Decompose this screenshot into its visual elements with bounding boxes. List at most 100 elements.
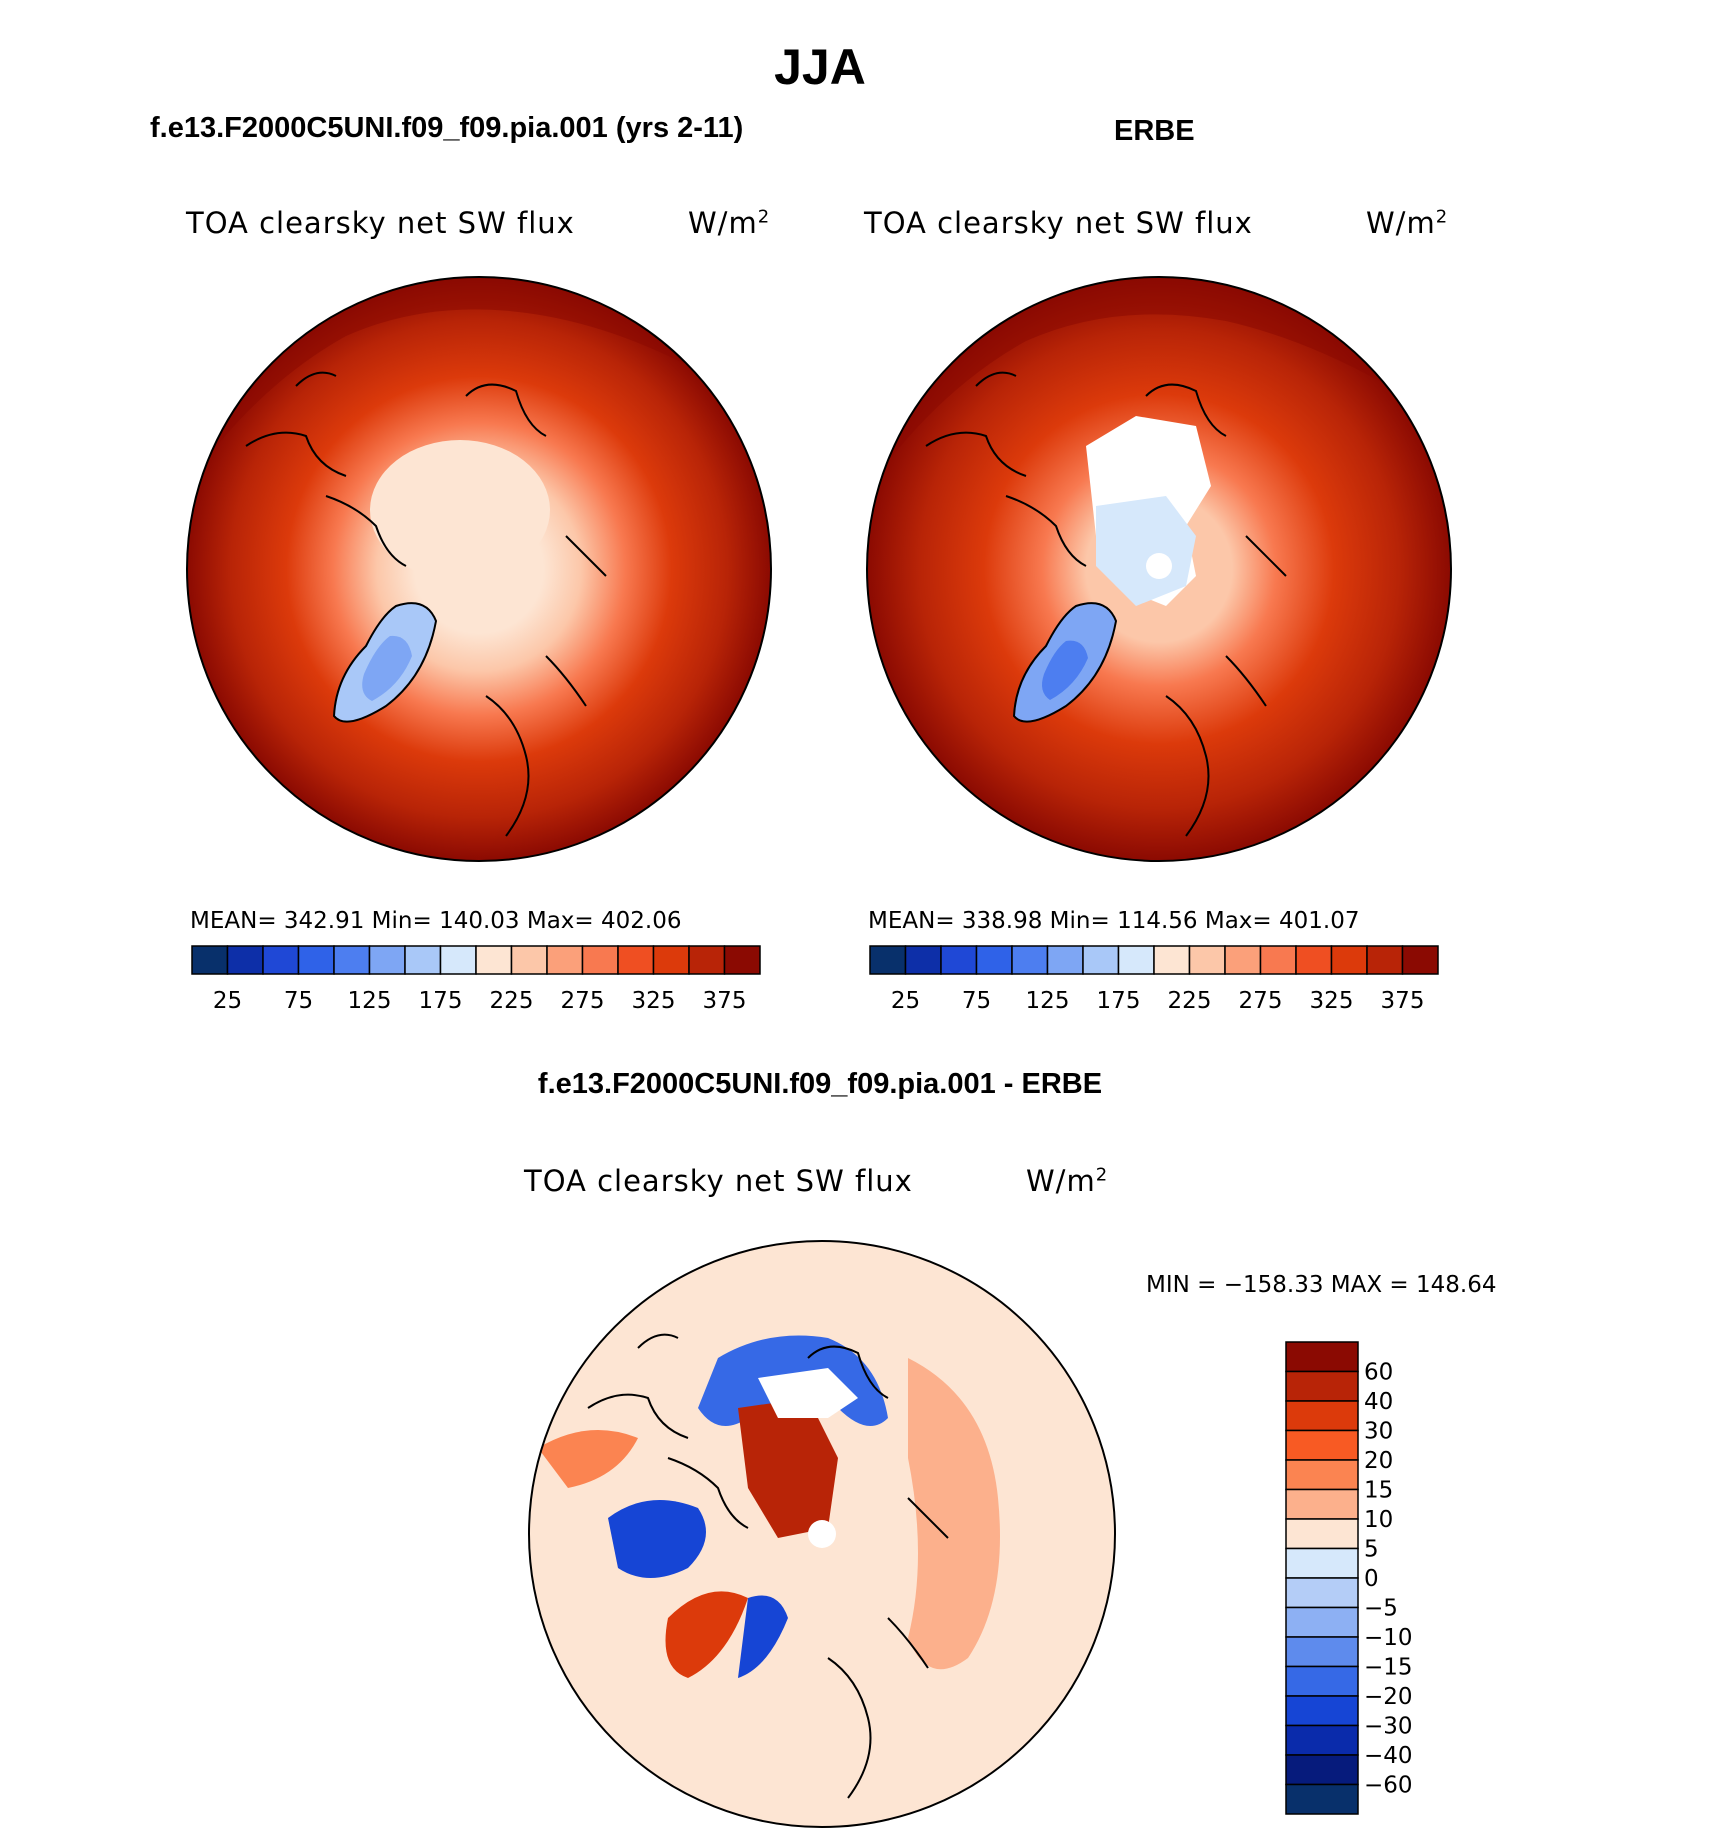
colorbar-erbe-swatch xyxy=(940,945,978,975)
map-erbe xyxy=(866,276,1452,862)
colorbar-erbe-swatch xyxy=(1224,945,1262,975)
colorbar-difference-swatch xyxy=(1285,1400,1359,1432)
colorbar-difference-swatch xyxy=(1285,1636,1359,1668)
colorbar-difference-swatch xyxy=(1285,1577,1359,1609)
map-boundary xyxy=(186,276,772,862)
colorbar-difference-tick-label: −10 xyxy=(1364,1625,1413,1651)
panel3-units: W/m2 xyxy=(1026,1164,1109,1198)
colorbar-model-tick-label: 175 xyxy=(419,988,463,1014)
colorbar-difference-tick-label: −20 xyxy=(1364,1684,1413,1710)
colorbar-erbe-tick-label: 275 xyxy=(1239,988,1283,1014)
colorbar-model-swatch xyxy=(297,945,335,975)
colorbar-difference-tick-label: −15 xyxy=(1364,1655,1413,1681)
pole-hole xyxy=(1146,553,1172,579)
colorbar-difference-tick-label: 40 xyxy=(1364,1389,1393,1415)
colorbar-model: 25 75 125 175 225 275 325 375 xyxy=(191,945,761,1014)
colorbar-erbe-swatch xyxy=(1366,945,1404,975)
map-boundary xyxy=(528,1240,1116,1828)
colorbar-difference-swatch xyxy=(1285,1783,1359,1815)
colorbar-erbe-swatch xyxy=(1117,945,1155,975)
panel2-stats: MEAN= 338.98 Min= 114.56 Max= 401.07 xyxy=(868,908,1360,934)
colorbar-difference-tick-label: 60 xyxy=(1364,1360,1393,1386)
colorbar-difference-swatch xyxy=(1285,1488,1359,1520)
colorbar-model-swatch xyxy=(546,945,584,975)
colorbar-erbe-swatch xyxy=(1188,945,1226,975)
colorbar-difference-tick-label: −60 xyxy=(1364,1773,1413,1799)
colorbar-model-swatch xyxy=(688,945,726,975)
colorbar-difference-swatch xyxy=(1285,1754,1359,1786)
colorbar-difference-swatch xyxy=(1285,1370,1359,1402)
pole-hole xyxy=(808,1520,836,1548)
colorbar-erbe-tick-label: 325 xyxy=(1310,988,1354,1014)
colorbar-model-swatch xyxy=(510,945,548,975)
colorbar-model-tick-label: 25 xyxy=(213,988,242,1014)
colorbar-erbe-tick-label: 25 xyxy=(891,988,920,1014)
colorbar-difference-tick-label: 15 xyxy=(1364,1478,1393,1504)
colorbar-model-swatch xyxy=(617,945,655,975)
colorbar-erbe-swatch xyxy=(1259,945,1297,975)
positive-anomaly-west xyxy=(538,1430,638,1488)
colorbar-difference-tick-label: −40 xyxy=(1364,1743,1413,1769)
colorbar-erbe-swatch xyxy=(1082,945,1120,975)
colorbar-difference-tick-label: 5 xyxy=(1364,1537,1379,1563)
greenland-inner-region xyxy=(362,635,412,701)
map-difference xyxy=(528,1240,1116,1828)
colorbar-model-tick-label: 325 xyxy=(632,988,676,1014)
panel2-heading: ERBE xyxy=(1114,115,1195,147)
colorbar-difference-swatch xyxy=(1285,1429,1359,1461)
colorbar-difference-tick-label: −30 xyxy=(1364,1714,1413,1740)
colorbar-difference-tick-label: 0 xyxy=(1364,1566,1379,1592)
colorbar-difference-swatch xyxy=(1285,1459,1359,1491)
colorbar-erbe-tick-label: 175 xyxy=(1097,988,1141,1014)
panel3-heading: f.e13.F2000C5UNI.f09_f09.pia.001 - ERBE xyxy=(537,1068,1103,1100)
colorbar-difference-swatch xyxy=(1285,1724,1359,1756)
central-arctic-region xyxy=(370,440,550,580)
panel2-units: W/m2 xyxy=(1366,206,1449,240)
colorbar-model-tick-label: 375 xyxy=(703,988,747,1014)
colorbar-difference-tick-label: 20 xyxy=(1364,1448,1393,1474)
colorbar-model-swatch xyxy=(439,945,477,975)
colorbar-model-swatch xyxy=(723,945,761,975)
greenland-positive-anomaly xyxy=(665,1591,748,1678)
panel3-stats: MIN = −158.33 MAX = 148.64 xyxy=(1146,1272,1497,1298)
colorbar-erbe-swatch xyxy=(975,945,1013,975)
colorbar-difference-swatch xyxy=(1285,1695,1359,1727)
panel1-variable-label: TOA clearsky net SW flux xyxy=(186,206,575,240)
colorbar-model-tick-label: 125 xyxy=(348,988,392,1014)
colorbar-erbe-tick-label: 375 xyxy=(1381,988,1425,1014)
greenland-inner-region xyxy=(1042,640,1088,700)
central-arctic-region xyxy=(1096,496,1196,606)
colorbar-model-swatch xyxy=(262,945,300,975)
colorbar-erbe-swatch xyxy=(1401,945,1439,975)
colorbar-erbe-tick-label: 125 xyxy=(1026,988,1070,1014)
negative-anomaly-canada xyxy=(608,1500,706,1578)
colorbar-erbe-tick-label: 225 xyxy=(1168,988,1212,1014)
colorbar-model-swatch xyxy=(404,945,442,975)
positive-anomaly-east xyxy=(908,1358,1000,1670)
colorbar-erbe-swatch xyxy=(1046,945,1084,975)
panel1-units: W/m2 xyxy=(688,206,771,240)
colorbar-model-swatch xyxy=(191,945,229,975)
missing-data-region xyxy=(758,1368,858,1418)
map-boundary xyxy=(866,276,1452,862)
panel3-variable-label: TOA clearsky net SW flux xyxy=(524,1164,913,1198)
colorbar-difference-tick-label: 30 xyxy=(1364,1419,1393,1445)
colorbar-difference-swatch xyxy=(1285,1606,1359,1638)
colorbar-model-swatch xyxy=(475,945,513,975)
coastlines xyxy=(245,371,607,837)
colorbar-model-tick-label: 225 xyxy=(490,988,534,1014)
colorbar-model-swatch xyxy=(581,945,619,975)
high-flux-region xyxy=(867,277,1451,491)
colorbar-erbe-swatch xyxy=(904,945,942,975)
colorbar-difference-swatch xyxy=(1285,1665,1359,1697)
colorbar-erbe-swatch xyxy=(1330,945,1368,975)
colorbar-erbe: 25 75 125 175 225 275 325 375 xyxy=(869,945,1439,1014)
panel2-variable-label: TOA clearsky net SW flux xyxy=(864,206,1253,240)
coastlines xyxy=(587,1333,949,1799)
colorbar-difference-tick-label: −5 xyxy=(1364,1596,1398,1622)
colorbar-difference: 60 40 30 20 15 10 5 0 −5 −10 −15 −20 −30 −40 −60 xyxy=(1285,1341,1413,1815)
high-flux-region xyxy=(187,277,771,486)
colorbar-erbe-tick-label: 75 xyxy=(962,988,991,1014)
colorbar-model-tick-label: 75 xyxy=(284,988,313,1014)
colorbar-difference-swatch xyxy=(1285,1518,1359,1550)
